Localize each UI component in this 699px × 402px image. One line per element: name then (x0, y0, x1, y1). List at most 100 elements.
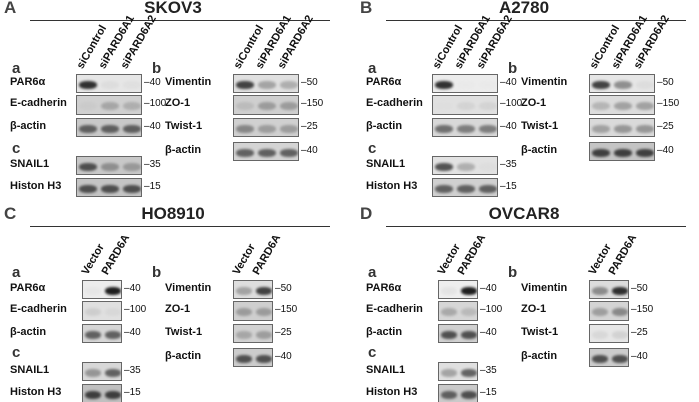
blot-band (122, 184, 141, 193)
mw-value: 100 (505, 98, 523, 109)
subpanel-letter: a (368, 60, 377, 77)
blot-band (235, 354, 253, 363)
mw-marker: –150 (301, 98, 324, 109)
blot-band (613, 148, 632, 157)
blot-band (611, 354, 628, 363)
mw-marker: –100 (480, 304, 503, 315)
title-rule (386, 226, 686, 227)
panel-letter: A (4, 0, 17, 17)
mw-marker: –35 (480, 365, 497, 376)
blot-band (235, 148, 254, 157)
blot-strip-vimentin (233, 280, 273, 299)
mw-marker: –40 (480, 327, 497, 338)
protein-label-histon-h3: Histon H3 (10, 180, 62, 192)
mw-marker: –150 (631, 304, 654, 315)
blot-band (478, 184, 497, 193)
mw-value: 50 (280, 283, 292, 294)
panel-letter: D (360, 204, 373, 223)
lane-label: PARD6A (455, 232, 489, 277)
mw-value: 150 (306, 98, 324, 109)
blot-band (122, 80, 141, 89)
blot-band (84, 286, 102, 295)
blot-band (84, 330, 102, 339)
blot-band (440, 368, 458, 377)
mw-value: 25 (306, 121, 318, 132)
mw-marker: –100 (124, 304, 147, 315)
mw-marker: –40 (124, 283, 141, 294)
mw-marker: –40 (144, 121, 161, 132)
protein-label-beta-actin: β-actin (366, 326, 403, 338)
mw-value: 40 (505, 121, 517, 132)
blot-band (257, 148, 276, 157)
blot-band (122, 162, 141, 171)
blot-band (255, 308, 272, 317)
blot-band (611, 330, 628, 339)
cell-line-title: OVCAR8 (488, 204, 560, 223)
mw-value: 35 (149, 159, 161, 170)
mw-value: 40 (485, 327, 497, 338)
blot-band (279, 124, 298, 133)
blot-band (611, 286, 628, 295)
blot-strip-zo-1 (233, 301, 273, 321)
blot-band (635, 148, 654, 157)
blot-band (635, 124, 654, 133)
mw-marker: –150 (275, 304, 298, 315)
blot-band (591, 148, 610, 157)
subpanel-letter: a (368, 264, 377, 281)
subpanel-letter: c (12, 140, 21, 157)
protein-label-beta-actin: β-actin (366, 120, 403, 132)
blot-strip-zo-1 (589, 95, 655, 115)
panel-letter: B (360, 0, 373, 17)
blot-band (440, 390, 458, 399)
mw-value: 40 (129, 327, 141, 338)
blot-strip-zo-1 (233, 95, 299, 115)
protein-label-par6alpha: PAR6α (10, 282, 46, 294)
protein-label-e-cadherin: E-cadherin (366, 97, 423, 109)
blot-band (84, 308, 102, 317)
protein-label-vimentin: Vimentin (165, 282, 212, 294)
blot-strip-twist-1 (589, 118, 655, 137)
blot-band (460, 308, 477, 317)
blot-band (78, 124, 97, 133)
blot-band (257, 102, 276, 111)
mw-marker: –35 (124, 365, 141, 376)
subpanel-letter: c (12, 344, 21, 361)
mw-value: 50 (636, 283, 648, 294)
protein-label-beta-actin: β-actin (521, 350, 558, 362)
mw-value: 150 (662, 98, 680, 109)
blot-band (613, 80, 632, 89)
blot-band (434, 162, 453, 171)
blot-strip-beta-actin (438, 324, 478, 343)
mw-marker: –50 (301, 77, 318, 88)
blot-band (591, 124, 610, 133)
blot-band (591, 330, 609, 339)
protein-label-zo-1: ZO-1 (165, 303, 191, 315)
mw-marker: –40 (144, 77, 161, 88)
blot-band (122, 124, 141, 133)
protein-label-snail1: SNAIL1 (10, 158, 50, 170)
mw-value: 50 (662, 77, 674, 88)
blot-band (460, 330, 477, 339)
blot-band (460, 286, 477, 295)
lane-label: PARD6A (99, 232, 133, 277)
blot-band (279, 148, 298, 157)
blot-band (78, 184, 97, 193)
protein-label-snail1: SNAIL1 (366, 158, 406, 170)
title-rule (30, 20, 330, 21)
protein-label-beta-actin: β-actin (10, 120, 47, 132)
mw-value: 100 (485, 304, 503, 315)
protein-label-vimentin: Vimentin (521, 282, 568, 294)
mw-marker: –50 (631, 283, 648, 294)
mw-value: 35 (485, 365, 497, 376)
mw-marker: –40 (657, 145, 674, 156)
mw-value: 35 (129, 365, 141, 376)
blot-band (611, 308, 628, 317)
blot-band (100, 124, 119, 133)
mw-value: 25 (636, 327, 648, 338)
mw-marker: –15 (124, 387, 141, 398)
blot-band (235, 330, 253, 339)
blot-strip-snail1 (82, 362, 122, 381)
blot-band (456, 162, 475, 171)
protein-label-histon-h3: Histon H3 (366, 386, 418, 398)
blot-strip-beta-actin (233, 348, 273, 367)
